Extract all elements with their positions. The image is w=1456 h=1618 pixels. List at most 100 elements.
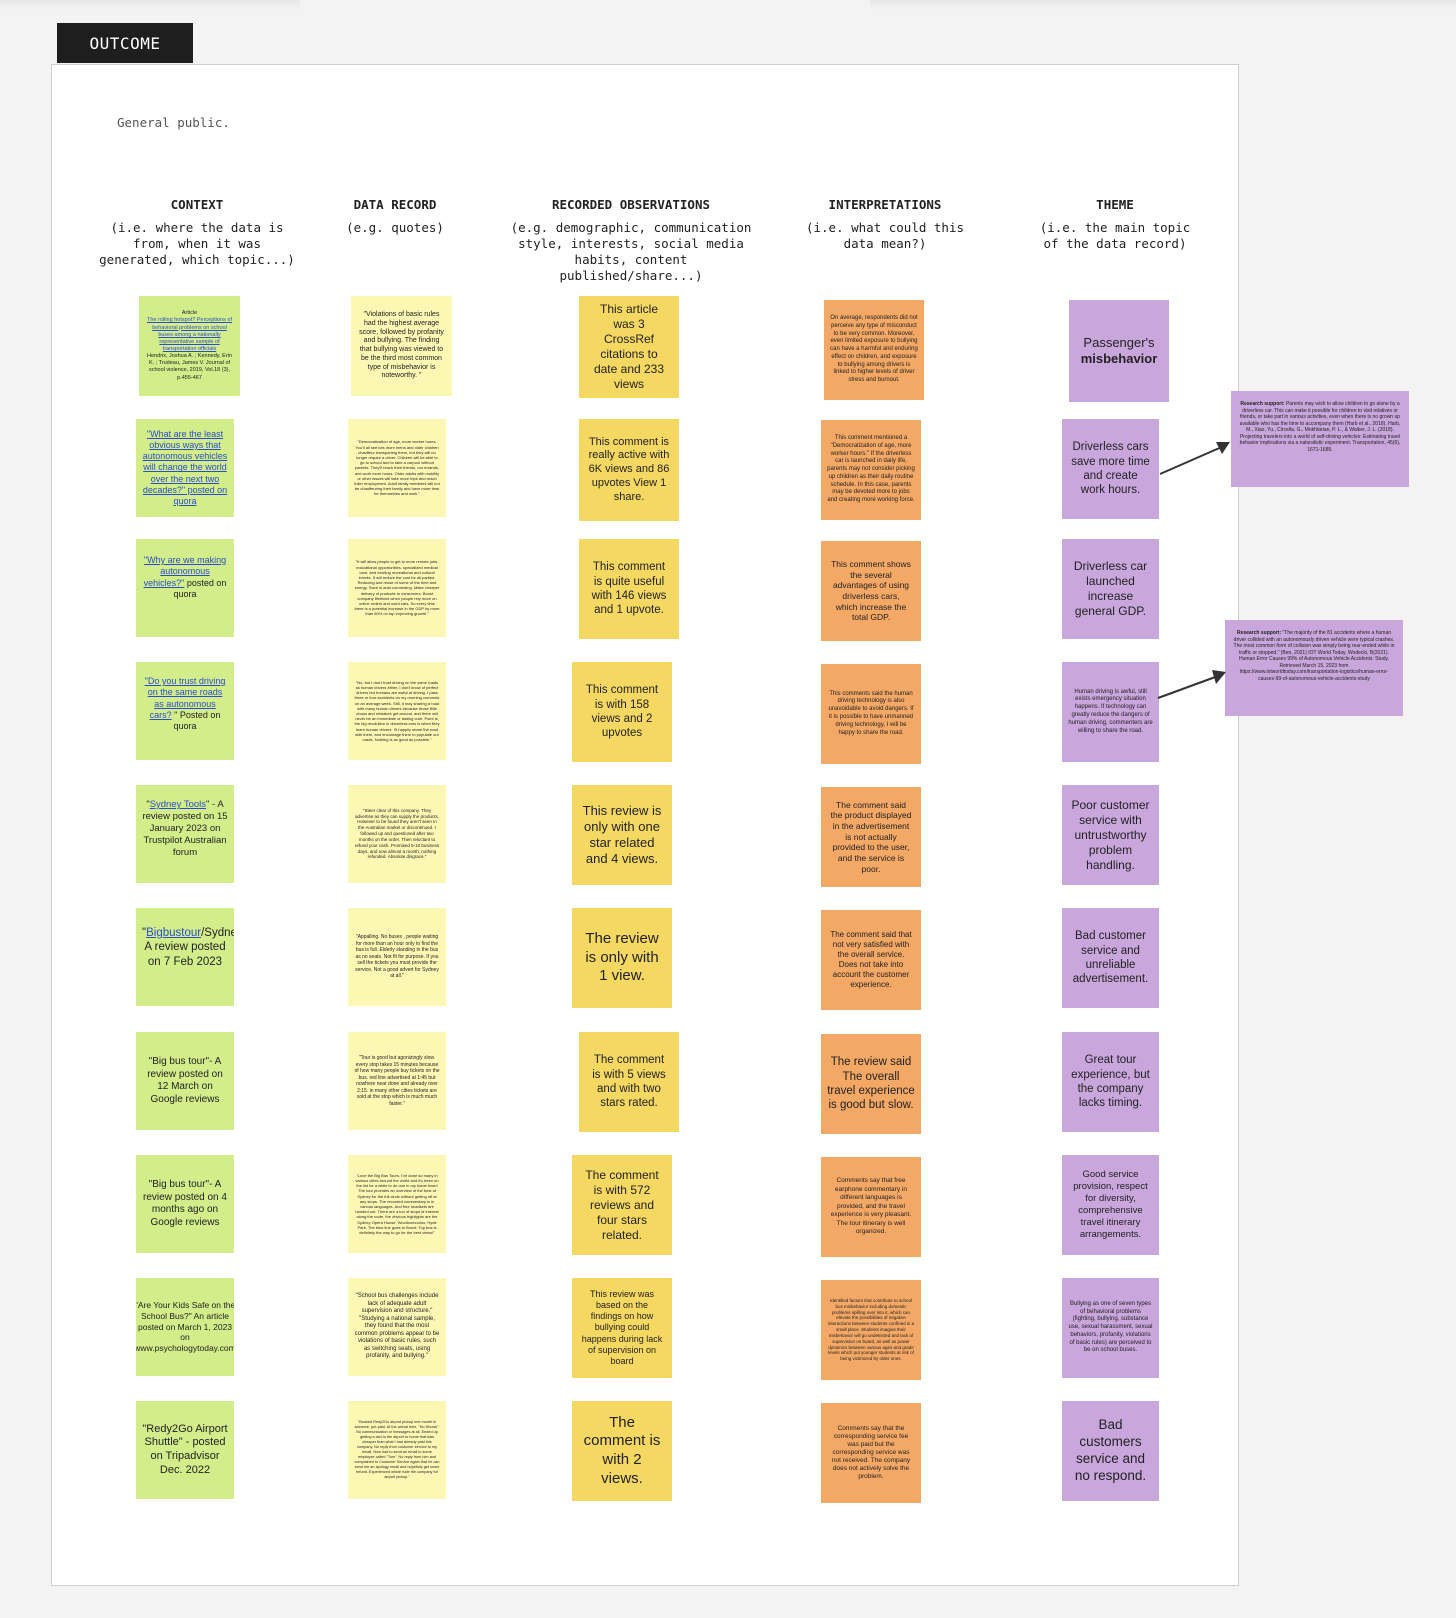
sticky-note-interpretation[interactable]: On average, respondents did not perceive…	[824, 300, 924, 400]
sticky-note-theme[interactable]: Great tour experience, but the company l…	[1062, 1032, 1159, 1132]
note-link[interactable]: Sydney Tools	[149, 799, 207, 810]
note-link[interactable]: Bigbustour	[146, 927, 202, 939]
column-description[interactable]: (i.e. where the data is from, when it wa…	[99, 220, 295, 267]
sticky-note-theme[interactable]: Human driving is awful, still exists eme…	[1062, 662, 1159, 762]
sticky-note-theme[interactable]: Bad customers service and no respond.	[1062, 1401, 1159, 1501]
sticky-note-interpretation[interactable]: The comment said the product displayed i…	[821, 787, 921, 887]
frame-tab[interactable]: OUTCOME	[57, 23, 193, 63]
note-text: "Big bus tour"- A review posted on 4 mon…	[143, 1179, 227, 1228]
sticky-note-context[interactable]: "Bigbustour/Sydney"- A review posted on …	[136, 908, 234, 1006]
note-text: Human driving is awful, still exists eme…	[1068, 688, 1153, 734]
sticky-note-data-record[interactable]: "Democratization of age, more worker hou…	[348, 419, 446, 517]
connector-arrow[interactable]	[1150, 662, 1240, 712]
research-support-note[interactable]: Research support: "The majority of the 8…	[1225, 620, 1403, 716]
note-text: This comment shows the several advantage…	[831, 559, 911, 623]
note-text: "The majority of the 81 accidents where …	[1233, 630, 1395, 682]
sticky-note-context[interactable]: Article The rolling hotspot? Perceptions…	[139, 296, 240, 396]
sticky-note-observation[interactable]: The comment is with 2 views.	[572, 1401, 672, 1501]
column-header-theme: THEME (i.e. the main topic of the data r…	[1038, 197, 1192, 252]
column-description[interactable]: (i.e. the main topic of the data record)	[1039, 220, 1191, 251]
note-label: Research support:	[1240, 401, 1285, 407]
note-link[interactable]: "Why are we making autonomous vehicles?"	[143, 555, 227, 588]
sticky-note-context[interactable]: "What are the least obvious ways that au…	[136, 419, 234, 517]
sticky-note-data-record[interactable]: "Booked Redy2Go airport pickup one month…	[348, 1401, 446, 1499]
sticky-note-context[interactable]: "Why are we making autonomous vehicles?"…	[136, 539, 234, 637]
note-link[interactable]: The rolling hotspot? Perceptions of beha…	[147, 317, 232, 352]
sticky-note-context[interactable]: "Do you trust driving on the same roads …	[136, 662, 234, 760]
sticky-note-observation[interactable]: This review was based on the findings on…	[572, 1278, 672, 1378]
note-text: "Big bus tour"- A review posted on 12 Ma…	[147, 1056, 223, 1105]
sticky-note-theme[interactable]: Bullying as one of seven types of behavi…	[1062, 1278, 1159, 1378]
note-text: "Violations of basic rules had the highe…	[359, 311, 444, 380]
sticky-note-context[interactable]: "Big bus tour"- A review posted on 4 mon…	[136, 1155, 234, 1253]
sticky-note-data-record[interactable]: "No, but I don't trust driving on the sa…	[348, 662, 446, 760]
sticky-note-data-record[interactable]: "Love the Big Bus Tours, I've done so ma…	[348, 1155, 446, 1253]
column-title[interactable]: DATA RECORD	[353, 197, 437, 212]
sticky-note-context[interactable]: "Redy2Go Airport Shuttle" - posted on Tr…	[136, 1401, 234, 1499]
note-text: "Redy2Go Airport Shuttle" - posted on Tr…	[142, 1422, 228, 1476]
column-title[interactable]: THEME	[1096, 197, 1134, 212]
note-text: The comment said that not very satisfied…	[830, 930, 912, 989]
sticky-note-interpretation[interactable]: Identified factors that contribute to sc…	[821, 1280, 921, 1380]
sticky-note-observation[interactable]: The comment is with 5 views and with two…	[579, 1032, 679, 1132]
sticky-note-data-record[interactable]: "Steer clear of this company. They adver…	[348, 785, 446, 883]
note-text: "Booked Redy2Go airport pickup one month…	[354, 1420, 440, 1479]
sticky-note-interpretation[interactable]: Comments say that the corresponding serv…	[821, 1403, 921, 1503]
column-title[interactable]: RECORDED OBSERVATIONS	[551, 197, 711, 212]
note-text: Driverless car launched increase general…	[1073, 559, 1148, 618]
sticky-note-observation[interactable]: This comment is really active with 6K vi…	[579, 419, 679, 521]
sticky-note-observation[interactable]: This comment is with 158 views and 2 upv…	[572, 662, 672, 762]
sticky-note-data-record[interactable]: "Tour is good but agonizingly slow. ever…	[348, 1032, 446, 1130]
sticky-note-interpretation[interactable]: This comment shows the several advantage…	[821, 541, 921, 641]
sticky-note-context[interactable]: "Sydney Tools" - A review posted on 15 J…	[136, 785, 234, 883]
note-text: Great tour experience, but the company l…	[1071, 1054, 1150, 1110]
sticky-note-theme[interactable]: Driverless car launched increase general…	[1062, 539, 1159, 639]
sticky-note-data-record[interactable]: "Violations of basic rules had the highe…	[351, 296, 452, 396]
column-description[interactable]: (e.g. demographic, communication style, …	[510, 220, 752, 283]
note-text: "Steer clear of this company. They adver…	[354, 807, 440, 860]
note-link[interactable]: "What are the least obvious ways that au…	[142, 428, 228, 507]
sticky-note-observation[interactable]: This review is only with one star relate…	[572, 785, 672, 885]
sticky-note-observation[interactable]: This article was 3 CrossRef citations to…	[579, 296, 679, 398]
note-text: "Democratization of age, more worker hou…	[354, 439, 440, 497]
column-title[interactable]: INTERPRETATIONS	[828, 197, 942, 212]
column-title[interactable]: CONTEXT	[170, 197, 224, 212]
sticky-note-interpretation[interactable]: This comments said the human driving tec…	[821, 664, 921, 764]
column-description[interactable]: (e.g. quotes)	[346, 220, 444, 235]
note-text: This comment mentioned a "Democratizatio…	[827, 434, 915, 504]
note-text: This comment is with 158 views and 2 upv…	[585, 684, 659, 740]
frame-subtitle[interactable]: General public.	[117, 115, 230, 130]
sticky-note-theme[interactable]: Passenger's misbehavior	[1069, 300, 1169, 402]
note-text: "No, but I don't trust driving on the sa…	[354, 679, 440, 742]
top-shadow	[870, 0, 1456, 10]
sticky-note-interpretation[interactable]: Comments say that free earphone commenta…	[821, 1157, 921, 1257]
sticky-note-context[interactable]: "Are Your Kids Safe on the School Bus?" …	[136, 1278, 234, 1376]
sticky-note-data-record[interactable]: "It will allow people to get to more rem…	[348, 539, 446, 637]
sticky-note-interpretation[interactable]: The comment said that not very satisfied…	[821, 910, 921, 1010]
research-support-note[interactable]: Research support: Parents may wish to al…	[1231, 391, 1409, 487]
note-text: This comment is quite useful with 146 vi…	[591, 561, 667, 617]
note-text: On average, respondents did not perceive…	[830, 314, 918, 384]
column-description[interactable]: (i.e. what could this data mean?)	[805, 220, 965, 251]
sticky-note-theme[interactable]: Poor customer service with untrustworthy…	[1062, 785, 1159, 885]
note-link[interactable]: "Do you trust driving on the same roads …	[144, 676, 226, 720]
sticky-note-theme[interactable]: Driverless cars save more time and creat…	[1062, 419, 1159, 519]
sticky-note-interpretation[interactable]: The review said The overall travel exper…	[821, 1034, 921, 1134]
note-text: The review said The overall travel exper…	[827, 1056, 915, 1112]
note-text: Hendrix, Joshua A. ; Kennedy, Erin K. ; …	[147, 353, 232, 381]
note-text: "Tour is good but agonizingly slow. ever…	[354, 1055, 440, 1107]
sticky-note-data-record[interactable]: "Appalling. No buses , people waiting fo…	[348, 908, 446, 1006]
note-text: The comment is with 5 views and with two…	[592, 1054, 666, 1110]
sticky-note-observation[interactable]: The comment is with 572 reviews and four…	[572, 1155, 672, 1255]
sticky-note-context[interactable]: "Big bus tour"- A review posted on 12 Ma…	[136, 1032, 234, 1130]
sticky-note-theme[interactable]: Good service provision, respect for dive…	[1062, 1155, 1159, 1255]
note-text: "	[146, 799, 150, 810]
column-header-data-record: DATA RECORD (e.g. quotes)	[330, 197, 460, 236]
sticky-note-data-record[interactable]: "School bus challenges include lack of a…	[348, 1278, 446, 1376]
note-text: Parents may wish to allow children to go…	[1239, 401, 1401, 453]
sticky-note-observation[interactable]: This comment is quite useful with 146 vi…	[579, 539, 679, 639]
sticky-note-observation[interactable]: The review is only with 1 view.	[572, 908, 672, 1008]
connector-arrow[interactable]	[1150, 430, 1240, 490]
sticky-note-theme[interactable]: Bad customer service and unreliable adve…	[1062, 908, 1159, 1008]
sticky-note-interpretation[interactable]: This comment mentioned a "Democratizatio…	[821, 420, 921, 520]
